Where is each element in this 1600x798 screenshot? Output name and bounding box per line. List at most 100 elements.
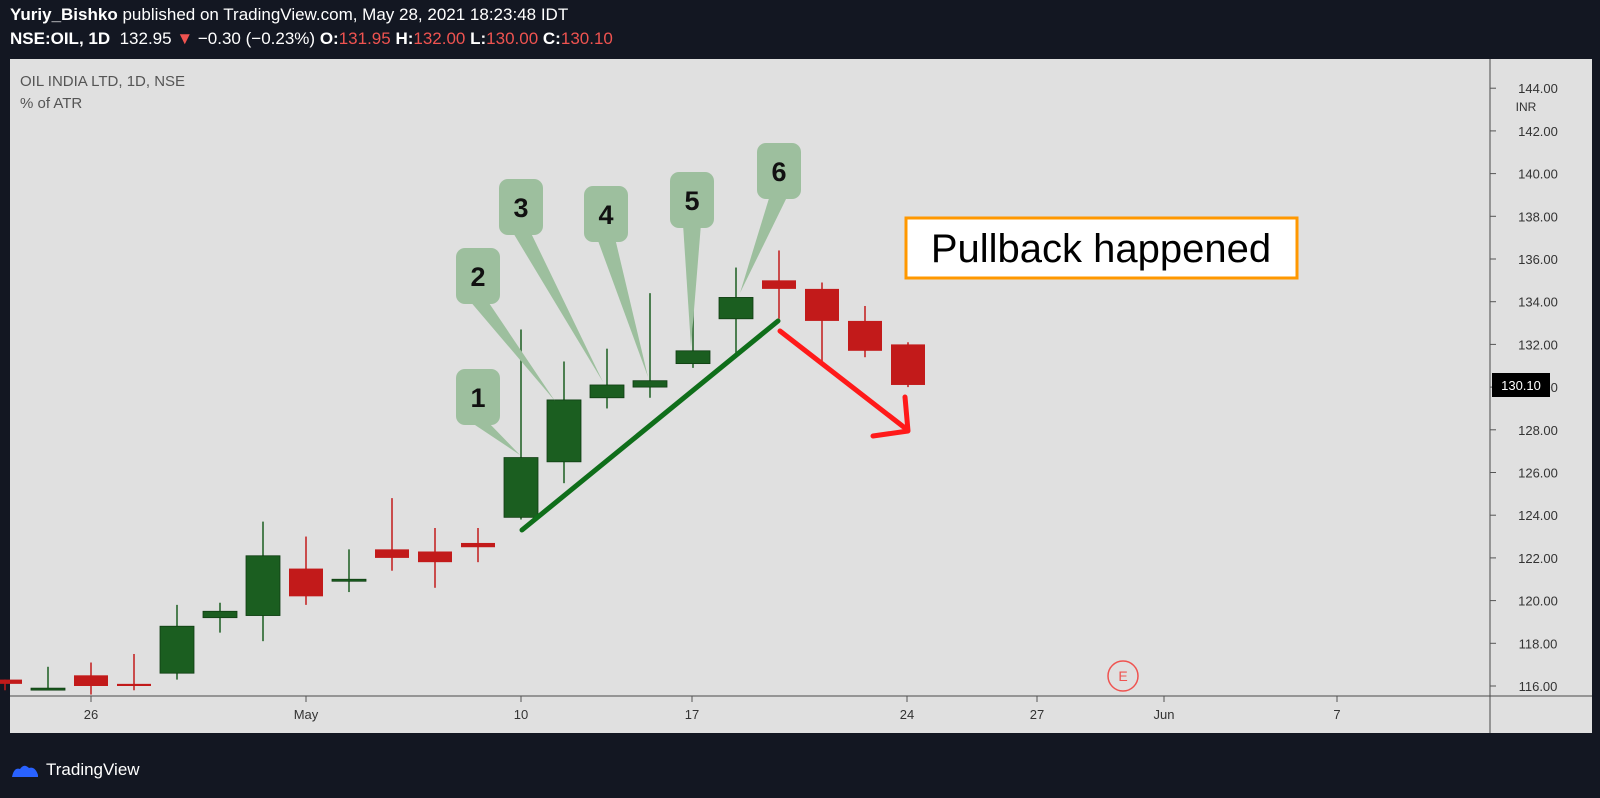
candle[interactable] (418, 528, 452, 588)
price-tick-label: 138.00 (1518, 209, 1558, 224)
last-price-tag (1492, 373, 1550, 397)
time-tick-label: 24 (900, 707, 914, 722)
candle-body (375, 549, 409, 558)
candle[interactable] (891, 342, 925, 388)
pullback-annotation-box (904, 216, 1299, 280)
candle[interactable] (245, 521, 281, 642)
price-tick-label: 128.00 (1518, 423, 1558, 438)
callout-pointer (740, 195, 788, 293)
candle[interactable] (0, 679, 22, 691)
time-tick-label: 27 (1030, 707, 1044, 722)
candle[interactable] (30, 666, 66, 691)
price-tick-label: 122.00 (1518, 551, 1558, 566)
callout-number: 1 (470, 383, 485, 413)
earnings-marker-icon[interactable] (1107, 660, 1139, 692)
candle-body (805, 288, 839, 321)
candle[interactable] (289, 536, 323, 605)
candle-body (546, 399, 582, 463)
pullback-arrowhead-icon (870, 394, 911, 439)
price-axis[interactable]: 116.00 118.00 120.00 122.00 124.00 126.00 128.… (1490, 81, 1558, 694)
time-tick-label: 7 (1333, 707, 1340, 722)
candle-body (74, 675, 108, 686)
candle[interactable] (718, 267, 754, 356)
candle[interactable] (632, 293, 668, 398)
published-text: published on TradingView.com, May 28, 20… (122, 5, 569, 24)
time-axis[interactable]: 26 May 10 17 24 27 Jun 7 (84, 696, 1341, 722)
price-tick-label: 120.00 (1518, 594, 1558, 609)
author-name: Yuriy_Bishko (10, 5, 118, 24)
time-tick-label: 26 (84, 707, 98, 722)
currency-label: INR (1516, 100, 1537, 114)
last-price-tag-value: 130.10 (1501, 378, 1541, 393)
candle-body (289, 568, 323, 597)
candle[interactable] (74, 662, 108, 695)
candle[interactable] (202, 602, 238, 633)
price-tick-label: 116.00 (1519, 679, 1558, 694)
high-label: H: (395, 29, 414, 48)
candle[interactable] (589, 348, 625, 409)
callout-label: 2 (456, 248, 555, 401)
callout-number: 6 (771, 157, 786, 187)
callout-pointer (512, 231, 603, 382)
callout-box (584, 186, 628, 242)
candle-body (0, 679, 22, 684)
chart-title: OIL INDIA LTD, 1D, NSE (20, 73, 185, 90)
pullback-annotation: Pullback happened (931, 227, 1271, 271)
callout-box (670, 172, 714, 228)
candle[interactable] (805, 282, 839, 364)
candle-body (418, 551, 452, 563)
callout-label: 3 (499, 179, 603, 382)
price-tick-label: 144.00 (1518, 81, 1558, 96)
symbol: NSE:OIL, 1D (10, 29, 111, 48)
time-tick-label: Jun (1154, 707, 1175, 722)
price-change: −0.30 (−0.23%) (197, 29, 316, 48)
candle-body (762, 280, 796, 289)
candle-body (589, 384, 625, 399)
pullback-arrow-icon (777, 328, 908, 431)
open-value: 131.95 (338, 29, 391, 48)
callouts: 1 2 3 4 5 6 (456, 143, 801, 455)
candle-body (245, 555, 281, 616)
candle-body (117, 683, 151, 686)
low-value: 130.00 (486, 29, 539, 48)
candle-body (331, 578, 367, 582)
candle-body (30, 687, 66, 691)
candle-body (848, 320, 882, 351)
candle[interactable] (461, 528, 495, 563)
candle[interactable] (848, 305, 882, 358)
earnings-marker-label: E (1118, 668, 1127, 684)
callout-number: 2 (470, 262, 485, 292)
callout-box (456, 248, 500, 304)
price-tick-label: 136.00 (1518, 252, 1558, 267)
callout-box (456, 369, 500, 425)
candle[interactable] (375, 498, 409, 571)
candle-body (202, 610, 238, 619)
publish-info: Yuriy_Bishko published on TradingView.co… (10, 5, 568, 25)
callout-number: 5 (684, 186, 699, 216)
callout-label: 5 (670, 172, 714, 347)
last-price: 132.95 (119, 29, 172, 48)
candle[interactable] (117, 653, 151, 691)
candle-body (718, 297, 754, 320)
candle[interactable] (503, 329, 539, 520)
callout-pointer (597, 238, 648, 377)
time-tick-label: May (294, 707, 319, 722)
high-value: 132.00 (413, 29, 466, 48)
low-label: L: (470, 29, 487, 48)
chart-subtitle: % of ATR (20, 95, 82, 112)
candle[interactable] (762, 250, 796, 319)
callout-label: 6 (740, 143, 801, 293)
price-tick-label: 140.00 (1518, 167, 1558, 182)
footer: TradingView (10, 760, 140, 780)
candle[interactable] (546, 361, 582, 484)
uptrend-line (519, 318, 781, 533)
price-tick-label: 124.00 (1518, 508, 1558, 523)
down-arrow-icon: ▼ (176, 29, 194, 48)
candle[interactable] (331, 549, 367, 593)
callout-pointer (469, 300, 555, 401)
price-tick-label: 118.00 (1519, 636, 1558, 651)
callout-label: 1 (456, 369, 520, 455)
candle[interactable] (159, 604, 195, 680)
close-label: C: (542, 29, 561, 48)
